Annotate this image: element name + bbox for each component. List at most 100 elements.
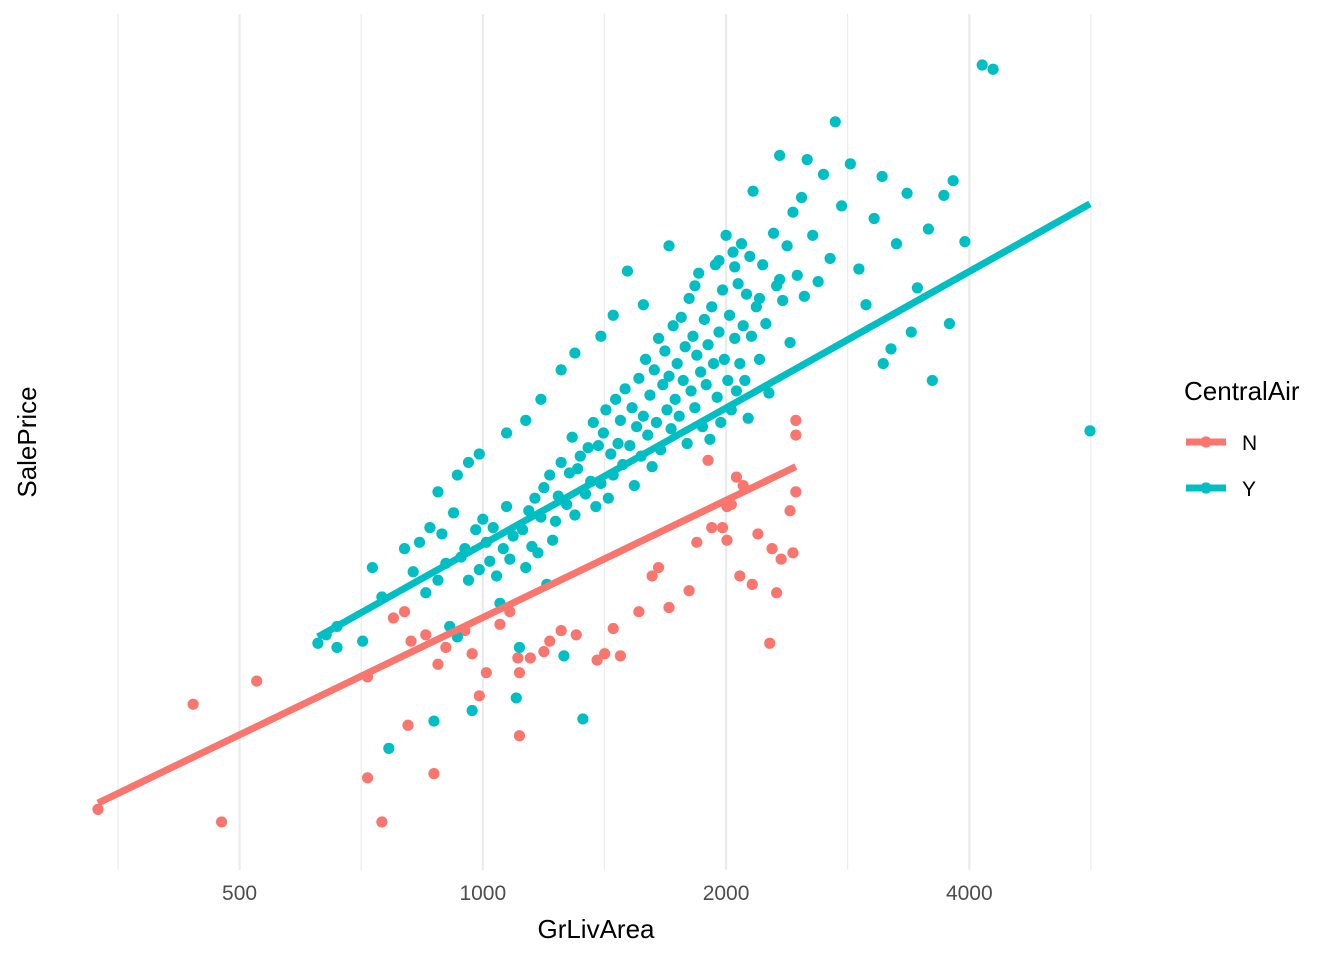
data-point-y	[470, 524, 482, 536]
data-point-y	[707, 358, 720, 370]
data-point-y	[926, 374, 938, 387]
data-point-y	[663, 240, 675, 252]
legend-key-point	[1200, 482, 1212, 494]
data-point-y	[637, 410, 649, 422]
data-point-y	[683, 292, 695, 305]
data-point-y	[398, 543, 411, 555]
legend-item-n: N	[1186, 432, 1257, 455]
data-point-y	[555, 456, 567, 469]
data-point-y	[661, 404, 673, 416]
data-point-y	[571, 463, 584, 475]
data-point-y	[747, 185, 759, 197]
data-point-n	[570, 629, 582, 641]
data-point-y	[729, 332, 741, 344]
data-point-n	[716, 522, 729, 534]
data-point-n	[432, 658, 444, 670]
data-point-y	[885, 343, 897, 355]
data-point-y	[535, 393, 547, 405]
data-point-y	[711, 391, 723, 403]
data-point-n	[790, 486, 802, 498]
data-point-n	[473, 690, 485, 702]
data-point-y	[631, 421, 643, 433]
data-point-n	[721, 534, 733, 546]
data-point-y	[671, 358, 683, 370]
data-point-y	[853, 263, 865, 275]
data-point-n	[702, 454, 714, 466]
data-point-y	[938, 189, 950, 201]
data-point-y	[424, 522, 436, 534]
data-point-y	[844, 158, 856, 170]
data-point-y	[644, 389, 656, 401]
data-point-n	[663, 601, 675, 614]
data-point-y	[753, 353, 766, 365]
data-point-y	[753, 292, 766, 305]
data-point-y	[331, 641, 343, 654]
data-point-y	[876, 170, 888, 183]
data-point-y	[868, 212, 880, 225]
data-point-y	[829, 116, 841, 128]
legend: CentralAir NY	[1184, 376, 1300, 501]
data-point-y	[735, 238, 748, 250]
data-point-n	[361, 772, 374, 784]
data-point-y	[432, 486, 444, 498]
data-point-y	[679, 341, 691, 353]
data-point-y	[787, 206, 799, 218]
data-point-y	[637, 299, 649, 311]
data-point-n	[466, 648, 478, 660]
data-point-y	[529, 492, 541, 504]
data-point-y	[428, 715, 440, 727]
data-point-y	[734, 358, 746, 370]
data-point-y	[577, 713, 589, 725]
data-point-n	[771, 587, 783, 599]
data-point-n	[614, 650, 626, 662]
data-point-y	[760, 318, 772, 330]
trend-line-n	[96, 463, 798, 807]
data-point-y	[642, 429, 654, 441]
data-point-y	[432, 574, 444, 586]
data-point-y	[312, 637, 324, 649]
data-point-y	[558, 650, 570, 662]
data-point-y	[500, 427, 513, 439]
data-point-y	[652, 332, 665, 344]
data-point-y	[744, 250, 756, 262]
data-point-y	[723, 309, 736, 321]
data-point-y	[473, 448, 485, 460]
data-point-n	[398, 606, 411, 618]
data-point-n	[440, 641, 452, 654]
data-point-y	[720, 229, 732, 241]
data-point-y	[691, 349, 703, 361]
legend-label: Y	[1242, 478, 1256, 501]
data-point-y	[801, 154, 813, 166]
data-point-y	[420, 587, 432, 599]
data-point-y	[702, 339, 714, 351]
data-point-n	[784, 505, 796, 517]
data-point-y	[824, 252, 836, 265]
data-point-y	[366, 561, 378, 574]
data-point-n	[494, 618, 506, 630]
data-point-y	[812, 275, 824, 288]
data-point-y	[357, 635, 369, 647]
data-point-y	[484, 555, 496, 567]
data-point-y	[544, 469, 556, 481]
data-point-y	[976, 59, 988, 71]
data-point-y	[477, 513, 489, 525]
data-point-y	[569, 509, 581, 521]
data-point-y	[687, 330, 699, 342]
data-point-y	[669, 393, 681, 405]
data-point-n	[524, 652, 536, 664]
data-point-y	[807, 229, 819, 241]
data-point-y	[587, 416, 599, 429]
data-point-y	[665, 423, 677, 435]
data-point-y	[740, 288, 753, 300]
data-point-n	[790, 429, 802, 441]
data-point-y	[739, 374, 751, 387]
data-point-y	[659, 345, 671, 357]
data-point-y	[901, 187, 913, 199]
data-point-y	[693, 267, 705, 279]
data-points	[92, 59, 1096, 828]
data-point-y	[694, 366, 707, 378]
data-point-y	[767, 227, 780, 239]
data-point-n	[683, 585, 695, 597]
data-point-y	[757, 259, 769, 271]
data-point-y	[947, 175, 959, 187]
